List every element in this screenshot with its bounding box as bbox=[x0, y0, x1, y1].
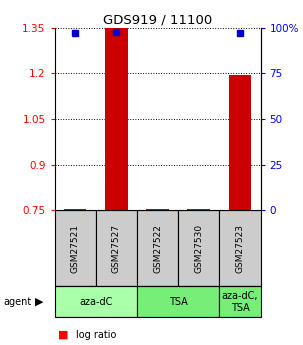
Text: GSM27530: GSM27530 bbox=[194, 224, 203, 273]
Text: log ratio: log ratio bbox=[76, 330, 116, 339]
Bar bbox=[96, 210, 137, 286]
Bar bbox=[146, 209, 169, 210]
Text: ▶: ▶ bbox=[35, 297, 43, 307]
Title: GDS919 / 11100: GDS919 / 11100 bbox=[103, 13, 212, 27]
Text: aza-dC,
TSA: aza-dC, TSA bbox=[222, 291, 258, 313]
Bar bbox=[188, 209, 210, 210]
Text: ■: ■ bbox=[58, 330, 68, 339]
Text: GSM27522: GSM27522 bbox=[153, 224, 162, 273]
Bar bbox=[219, 286, 261, 317]
Bar bbox=[229, 75, 251, 210]
Bar bbox=[178, 210, 219, 286]
Bar bbox=[55, 210, 96, 286]
Text: agent: agent bbox=[3, 297, 31, 307]
Bar bbox=[64, 209, 86, 210]
Text: GSM27521: GSM27521 bbox=[71, 224, 80, 273]
Text: aza-dC: aza-dC bbox=[79, 297, 112, 307]
Text: GSM27523: GSM27523 bbox=[235, 224, 245, 273]
Bar bbox=[105, 28, 128, 210]
Bar bbox=[219, 210, 261, 286]
Text: TSA: TSA bbox=[169, 297, 188, 307]
Bar bbox=[137, 210, 178, 286]
Bar bbox=[137, 286, 219, 317]
Text: GSM27527: GSM27527 bbox=[112, 224, 121, 273]
Bar bbox=[55, 286, 137, 317]
